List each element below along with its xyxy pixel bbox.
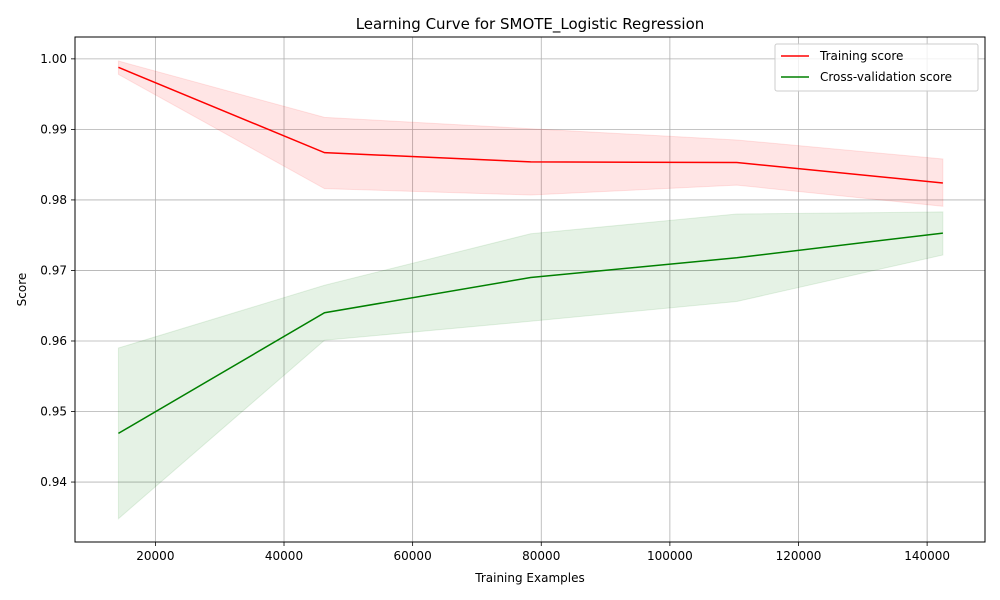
y-tick-label: 0.97 — [40, 263, 67, 277]
y-tick-label: 0.96 — [40, 334, 67, 348]
y-tick-label: 0.95 — [40, 405, 67, 419]
x-axis-title: Training Examples — [474, 571, 584, 585]
axis-ticks: 20000 40000 60000 80000 100000 120000 140000 0.… — [40, 52, 950, 563]
training-score-band — [117, 60, 944, 207]
training-score-line — [118, 66, 943, 184]
series-lines — [118, 66, 943, 435]
x-tick-label: 40000 — [265, 549, 303, 563]
x-tick-label: 20000 — [136, 549, 174, 563]
legend-label-training: Training score — [819, 49, 903, 63]
x-tick-label: 140000 — [904, 549, 950, 563]
legend-box — [774, 43, 979, 92]
x-tick-label: 80000 — [522, 549, 560, 563]
x-tick-label: 60000 — [394, 549, 432, 563]
chart-title: Learning Curve for SMOTE_Logistic Regres… — [356, 15, 705, 34]
y-tick-label: 1.00 — [40, 52, 67, 66]
legend: Training score Cross-validation score — [774, 43, 979, 92]
confidence-bands — [117, 60, 944, 520]
legend-label-cross-validation: Cross-validation score — [820, 70, 952, 84]
y-tick-label: 0.94 — [40, 475, 67, 489]
x-tick-label: 120000 — [776, 549, 822, 563]
y-tick-label: 0.98 — [40, 193, 67, 207]
x-tick-label: 100000 — [647, 549, 693, 563]
plot-frame — [74, 36, 986, 543]
cross-validation-score-band — [117, 211, 944, 520]
cross-validation-score-line — [118, 232, 943, 435]
y-axis-title: Score — [15, 273, 29, 307]
y-tick-label: 0.99 — [40, 122, 67, 136]
